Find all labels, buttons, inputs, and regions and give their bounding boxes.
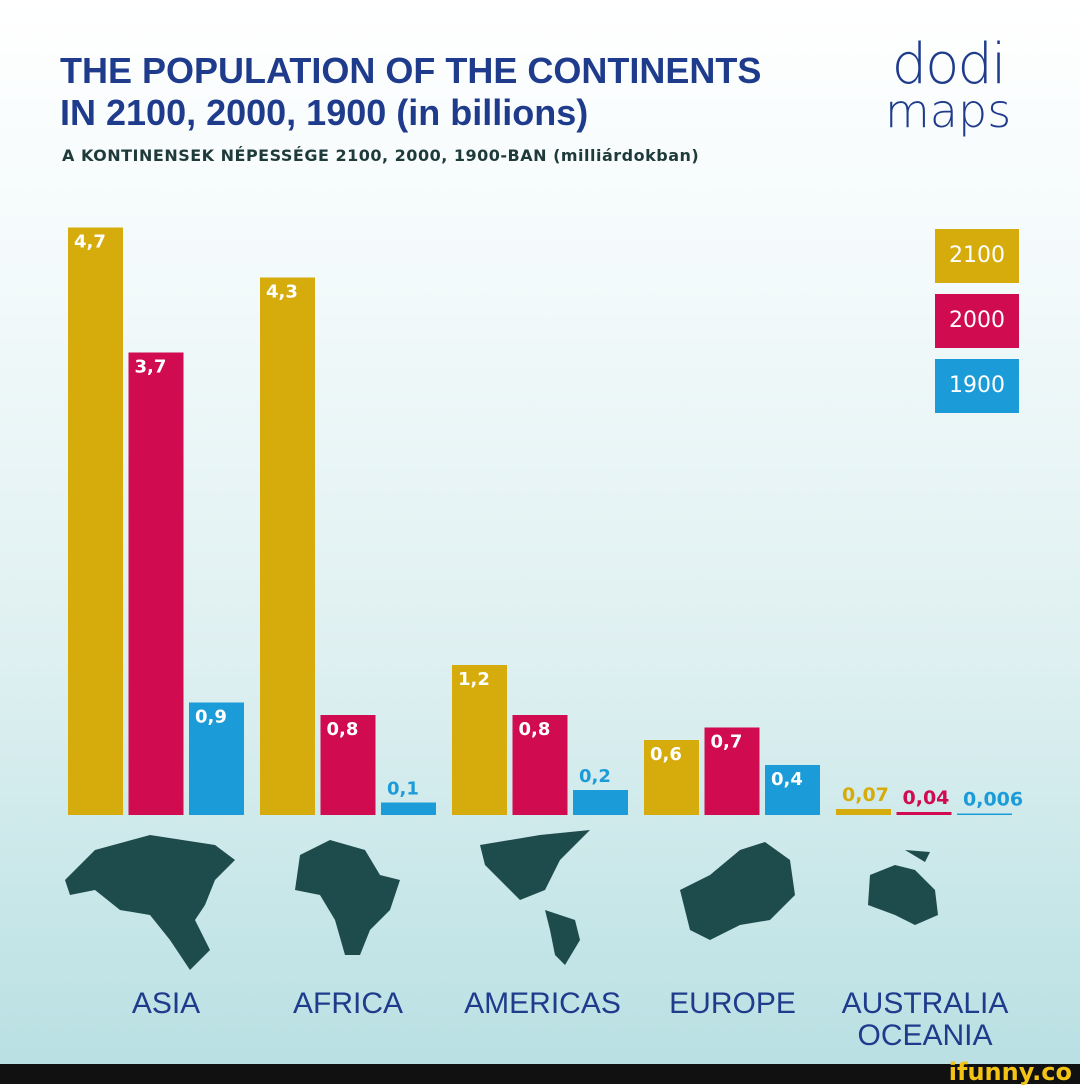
bar-australia-oceania-2000 xyxy=(896,812,952,815)
data-label: 1,2 xyxy=(458,669,490,690)
data-label: 4,3 xyxy=(266,282,298,303)
bar-asia-1900 xyxy=(189,702,244,815)
label-africa: AFRICA xyxy=(292,987,403,1020)
data-label: 0,8 xyxy=(519,719,551,740)
data-label: 0,6 xyxy=(650,744,682,765)
title-line-2: IN 2100, 2000, 1900 (in billions) xyxy=(60,92,589,133)
data-label: 0,1 xyxy=(387,779,419,800)
legend-2100: 2100 xyxy=(935,229,1019,283)
legend: 2100 2000 1900 xyxy=(935,229,1019,424)
logo-line-1: dodi xyxy=(891,32,1007,97)
chart-subtitle: A KONTINENSEK NÉPESSÉGE 2100, 2000, 1900… xyxy=(62,146,700,165)
label-oceania: OCEANIA xyxy=(857,1019,993,1052)
bar-australia-oceania-1900 xyxy=(957,813,1012,815)
bar-americas-2100 xyxy=(452,665,507,815)
label-americas: AMERICAS xyxy=(464,987,621,1020)
data-label: 0,7 xyxy=(711,732,743,753)
australia-map-icon xyxy=(868,850,938,925)
continent-maps xyxy=(65,830,938,970)
data-label: 0,9 xyxy=(195,707,227,728)
bar-europe-1900 xyxy=(765,765,820,815)
legend-2000: 2000 xyxy=(935,294,1019,348)
title-line-1: THE POPULATION OF THE CONTINENTS xyxy=(60,50,762,91)
europe-map-icon xyxy=(680,842,795,940)
data-label: 0,07 xyxy=(842,784,889,806)
bar-americas-2000 xyxy=(512,715,568,815)
logo-line-2: maps xyxy=(885,84,1012,138)
africa-map-icon xyxy=(295,840,400,955)
bar-australia-oceania-2100 xyxy=(836,809,891,815)
bar-asia-2000 xyxy=(128,352,184,815)
bar-africa-2000 xyxy=(320,715,376,815)
americas-map-icon xyxy=(480,830,590,965)
asia-map-icon xyxy=(65,835,235,970)
footer-bar: ifunny.co xyxy=(0,1058,1080,1086)
data-label: 0,8 xyxy=(327,719,359,740)
bar-europe-2000 xyxy=(704,727,760,815)
label-australia: AUSTRALIA xyxy=(841,987,1009,1020)
ifunny-watermark: ifunny.co xyxy=(948,1058,1072,1086)
data-label: 4,7 xyxy=(74,232,106,253)
label-europe: EUROPE xyxy=(669,987,796,1020)
bar-africa-2100 xyxy=(260,277,315,815)
bar-chart: 4,7 4,3 1,2 0,6 0,07 3,7 0,8 0,8 0,7 0,04 0,9 0,1 0,… xyxy=(68,227,1023,815)
legend-1900: 1900 xyxy=(935,359,1019,413)
label-asia: ASIA xyxy=(131,987,201,1020)
bar-asia-2100 xyxy=(68,227,123,815)
label-australia-oceania: AUSTRALIA OCEANIA xyxy=(830,988,1020,1052)
data-label: 0,4 xyxy=(771,769,803,790)
data-label: 0,04 xyxy=(903,787,950,809)
bar-americas-1900 xyxy=(573,790,628,815)
bar-europe-2100 xyxy=(644,740,699,815)
data-label: 0,006 xyxy=(963,789,1023,811)
data-label: 3,7 xyxy=(135,357,167,378)
chart-title: THE POPULATION OF THE CONTINENTS IN 2100… xyxy=(60,50,761,134)
bar-africa-1900 xyxy=(381,802,436,815)
data-label: 0,2 xyxy=(579,766,611,787)
dodi-maps-logo: dodi maps xyxy=(885,32,1012,138)
